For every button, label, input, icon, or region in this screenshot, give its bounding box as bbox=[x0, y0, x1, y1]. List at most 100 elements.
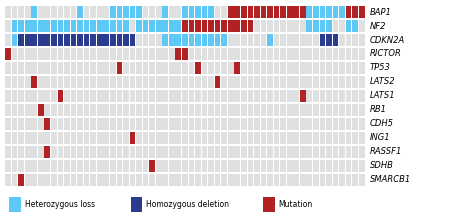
Bar bbox=[235, 20, 240, 32]
Text: SDHB: SDHB bbox=[370, 161, 393, 170]
Bar bbox=[143, 174, 148, 186]
Bar bbox=[221, 146, 227, 158]
Bar bbox=[195, 160, 201, 172]
Bar bbox=[84, 76, 90, 88]
Bar bbox=[215, 104, 220, 116]
Bar bbox=[189, 160, 194, 172]
Bar bbox=[263, 197, 274, 212]
Bar bbox=[195, 6, 201, 18]
Bar bbox=[163, 34, 168, 46]
Bar bbox=[339, 90, 345, 102]
Bar bbox=[267, 6, 273, 18]
Bar bbox=[352, 20, 358, 32]
Bar bbox=[195, 20, 201, 32]
Bar bbox=[267, 6, 273, 18]
Bar bbox=[163, 20, 168, 32]
Bar bbox=[359, 48, 365, 60]
Bar bbox=[241, 20, 246, 32]
Bar bbox=[254, 104, 260, 116]
Bar bbox=[247, 132, 253, 144]
Bar bbox=[5, 48, 11, 60]
Bar bbox=[51, 90, 57, 102]
Bar bbox=[71, 6, 76, 18]
Bar bbox=[97, 104, 102, 116]
Bar bbox=[359, 6, 365, 18]
Bar bbox=[18, 34, 24, 46]
Bar bbox=[136, 160, 142, 172]
Bar bbox=[189, 146, 194, 158]
Bar bbox=[45, 20, 50, 32]
Bar bbox=[64, 34, 70, 46]
Bar bbox=[77, 34, 83, 46]
Bar bbox=[300, 6, 306, 18]
Bar bbox=[31, 146, 37, 158]
Bar bbox=[123, 34, 129, 46]
Bar bbox=[182, 6, 188, 18]
Bar bbox=[91, 62, 96, 74]
Bar bbox=[247, 174, 253, 186]
Bar bbox=[91, 34, 96, 46]
Bar bbox=[201, 132, 207, 144]
Bar bbox=[346, 104, 351, 116]
Bar bbox=[71, 62, 76, 74]
Bar bbox=[319, 118, 325, 130]
Bar bbox=[346, 6, 351, 18]
Bar bbox=[313, 62, 319, 74]
Bar bbox=[25, 174, 30, 186]
Bar bbox=[273, 132, 279, 144]
Bar bbox=[5, 160, 11, 172]
Bar bbox=[182, 76, 188, 88]
Bar bbox=[195, 132, 201, 144]
Bar bbox=[235, 6, 240, 18]
Bar bbox=[136, 146, 142, 158]
Bar bbox=[129, 118, 135, 130]
Bar bbox=[149, 6, 155, 18]
Text: RB1: RB1 bbox=[370, 105, 387, 114]
Bar bbox=[156, 90, 162, 102]
Bar bbox=[359, 20, 365, 32]
Bar bbox=[359, 90, 365, 102]
Bar bbox=[71, 48, 76, 60]
Bar bbox=[51, 76, 57, 88]
Bar bbox=[221, 118, 227, 130]
Bar bbox=[293, 174, 299, 186]
Bar bbox=[156, 20, 162, 32]
Bar bbox=[359, 160, 365, 172]
Bar bbox=[235, 6, 240, 18]
Bar bbox=[64, 48, 70, 60]
Bar bbox=[71, 160, 76, 172]
Bar bbox=[228, 6, 234, 18]
Bar bbox=[129, 34, 135, 46]
Bar bbox=[12, 132, 18, 144]
Bar bbox=[280, 20, 286, 32]
Bar bbox=[287, 174, 292, 186]
Bar bbox=[195, 118, 201, 130]
Bar bbox=[156, 160, 162, 172]
Bar bbox=[307, 174, 312, 186]
Bar bbox=[169, 90, 174, 102]
Bar bbox=[273, 118, 279, 130]
Bar bbox=[31, 132, 37, 144]
Bar bbox=[300, 34, 306, 46]
Bar bbox=[117, 174, 122, 186]
Bar bbox=[5, 48, 11, 60]
Bar bbox=[31, 76, 37, 88]
Bar bbox=[307, 20, 312, 32]
Bar bbox=[5, 76, 11, 88]
Bar bbox=[143, 118, 148, 130]
Bar bbox=[287, 6, 292, 18]
Bar bbox=[143, 20, 148, 32]
Bar bbox=[221, 160, 227, 172]
Bar bbox=[77, 20, 83, 32]
Bar bbox=[91, 146, 96, 158]
Text: ING1: ING1 bbox=[370, 133, 391, 142]
Bar bbox=[12, 76, 18, 88]
Bar bbox=[110, 146, 116, 158]
Text: RASSF1: RASSF1 bbox=[370, 147, 402, 156]
Bar bbox=[201, 20, 207, 32]
Bar bbox=[228, 118, 234, 130]
Bar bbox=[5, 20, 11, 32]
Bar bbox=[182, 34, 188, 46]
Bar bbox=[273, 6, 279, 18]
Bar bbox=[247, 160, 253, 172]
